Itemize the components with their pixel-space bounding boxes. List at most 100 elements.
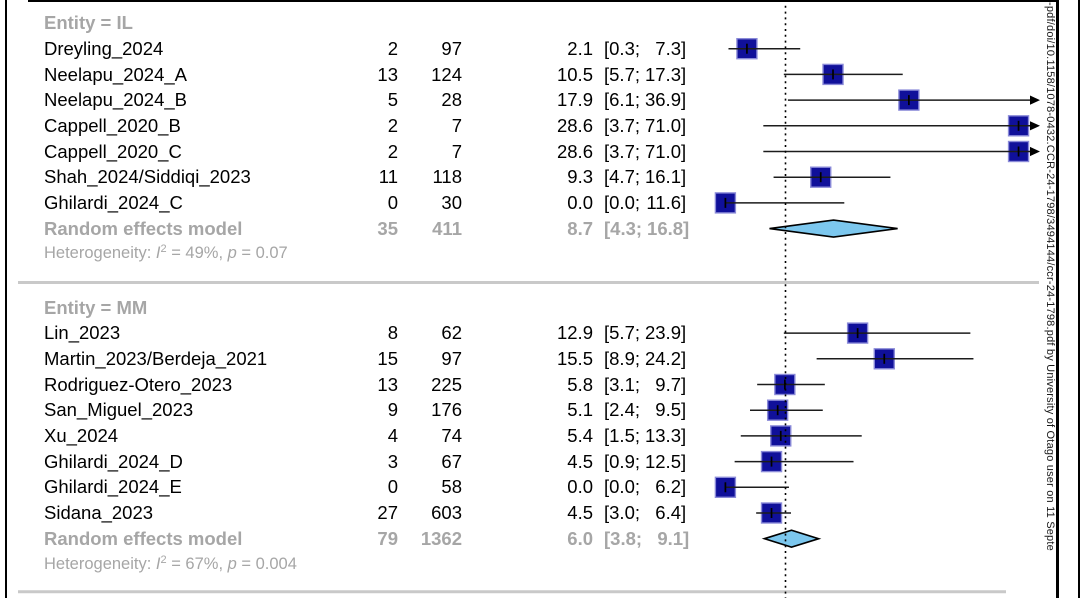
events-value: 35 <box>377 217 398 239</box>
ci-low: [3.1; <box>604 373 640 395</box>
estimate-value: 6.0 <box>567 527 593 549</box>
study-name: Random effects model <box>44 217 243 239</box>
ci-value: [3.1; 9.7] <box>604 372 686 398</box>
het-i-symbol: I <box>155 244 161 263</box>
ci-bracket: ] <box>683 217 690 239</box>
events-value: 27 <box>377 502 398 524</box>
group-label: Entity = MM <box>44 296 148 318</box>
ci-bracket: ] <box>681 140 687 162</box>
study-name: Rodriguez-Otero_2023 <box>44 373 233 395</box>
study-name: Cappell_2020_B <box>44 114 181 136</box>
frame-border-top <box>28 0 1057 2</box>
estimate-value: 8.7 <box>567 217 593 239</box>
total-value: 30 <box>441 192 462 214</box>
study-row: Xu_2024 4 74 5.4 [1.5; 13.3] <box>0 423 1080 449</box>
total-value: 603 <box>431 502 462 524</box>
ci-high: 11.6 <box>646 192 681 214</box>
study-row: Cappell_2020_B 2 7 28.6 [3.7; 71.0] <box>0 113 1080 139</box>
study-name: Neelapu_2024_A <box>44 63 187 85</box>
study-row: San_Miguel_2023 9 176 5.1 [2.4; 9.5] <box>0 397 1080 423</box>
ci-low: [4.3; <box>604 217 643 239</box>
ci-bracket: ] <box>681 89 687 111</box>
ci-bracket: ] <box>681 322 687 344</box>
group-header: Entity = MM <box>0 295 1080 321</box>
events-value: 8 <box>387 322 398 344</box>
ci-value: [5.7; 23.9] <box>604 320 686 346</box>
ci-bracket: ] <box>681 63 687 85</box>
total-value: 97 <box>441 347 462 369</box>
ci-high: 23.9 <box>644 322 681 344</box>
het-p-symbol: p <box>227 554 237 573</box>
ci-value: [4.3; 16.8] <box>604 216 689 242</box>
estimate-value: 5.1 <box>567 399 593 421</box>
events-value: 4 <box>387 425 398 447</box>
ci-bracket: ] <box>681 399 687 421</box>
ci-value: [6.1; 36.9] <box>604 87 686 113</box>
ci-high: 16.8 <box>647 217 684 239</box>
study-name: San_Miguel_2023 <box>44 399 194 421</box>
ci-bracket: ] <box>681 37 687 59</box>
ci-high: 7.3 <box>655 37 681 59</box>
ci-bracket: ] <box>681 114 687 136</box>
page-edge-border <box>1077 0 1080 598</box>
total-value: 97 <box>441 37 462 59</box>
ci-low: [2.4; <box>604 399 640 421</box>
study-name: Neelapu_2024_B <box>44 89 187 111</box>
study-name: Martin_2023/Berdeja_2021 <box>44 347 268 369</box>
pooled-diamond <box>761 529 822 549</box>
ci-bracket: ] <box>683 527 690 549</box>
heterogeneity-note: Heterogeneity: I2 = 49%, p = 0.07 <box>44 241 288 267</box>
study-row: Shah_2024/Siddiqi_2023 11 118 9.3 [4.7; 16.1] <box>0 164 1080 190</box>
ci-low: [0.3; <box>604 37 640 59</box>
study-row: Cappell_2020_C 2 7 28.6 [3.7; 71.0] <box>0 139 1080 165</box>
study-row: Ghilardi_2024_C 0 30 0.0 [0.0; 11.6] <box>0 190 1080 216</box>
het-prefix: Heterogeneity: <box>44 554 156 573</box>
pooled-row: Random effects model 35 411 8.7 [4.3; 16.8] <box>0 216 1080 242</box>
events-value: 2 <box>387 114 398 136</box>
ci-value: [3.8; 9.1] <box>604 526 689 552</box>
study-row: Dreyling_2024 2 97 2.1 [0.3; 7.3] <box>0 36 1080 62</box>
ci-low: [0.0; <box>604 192 640 214</box>
group-label: Entity = IL <box>44 12 133 34</box>
study-name: Random effects model <box>44 527 243 549</box>
ci-high: 6.2 <box>655 476 681 498</box>
events-value: 0 <box>387 476 398 498</box>
group-header: Entity = IL <box>0 10 1080 36</box>
study-name: Xu_2024 <box>44 425 119 447</box>
total-value: 58 <box>441 476 462 498</box>
events-value: 13 <box>377 63 398 85</box>
events-value: 15 <box>377 347 398 369</box>
total-value: 1362 <box>420 527 462 549</box>
heterogeneity-row: Heterogeneity: I2 = 67%, p = 0.004 <box>0 552 1080 578</box>
ci-high: 24.2 <box>644 347 681 369</box>
study-name: Dreyling_2024 <box>44 37 164 59</box>
estimate-value: 4.5 <box>567 502 593 524</box>
total-value: 7 <box>451 140 462 162</box>
ci-bracket: ] <box>681 347 687 369</box>
pooled-row: Random effects model 79 1362 6.0 [3.8; 9.1] <box>0 526 1080 552</box>
ci-low: [0.9; <box>604 450 640 472</box>
events-value: 2 <box>387 140 398 162</box>
events-value: 5 <box>387 89 398 111</box>
study-name: Shah_2024/Siddiqi_2023 <box>44 166 251 188</box>
total-value: 28 <box>441 89 462 111</box>
ci-bracket: ] <box>681 502 687 524</box>
ci-high: 6.4 <box>655 502 681 524</box>
total-value: 67 <box>441 450 462 472</box>
study-name: Lin_2023 <box>44 322 121 344</box>
ci-low: [1.5; <box>604 425 640 447</box>
frame-border-right <box>1056 0 1059 598</box>
ci-value: [0.9; 12.5] <box>604 449 686 475</box>
ci-low: [3.7; <box>604 114 640 136</box>
total-value: 7 <box>451 114 462 136</box>
ci-low: [6.1; <box>604 89 640 111</box>
estimate-value: 9.3 <box>567 166 593 188</box>
study-row: Lin_2023 8 62 12.9 [5.7; 23.9] <box>0 320 1080 346</box>
ci-value: [0.0; 11.6] <box>604 190 686 216</box>
ci-low: [3.0; <box>604 502 640 524</box>
ci-low: [0.0; <box>604 476 640 498</box>
ci-high: 12.5 <box>644 450 681 472</box>
heterogeneity-row: Heterogeneity: I2 = 49%, p = 0.07 <box>0 241 1080 267</box>
